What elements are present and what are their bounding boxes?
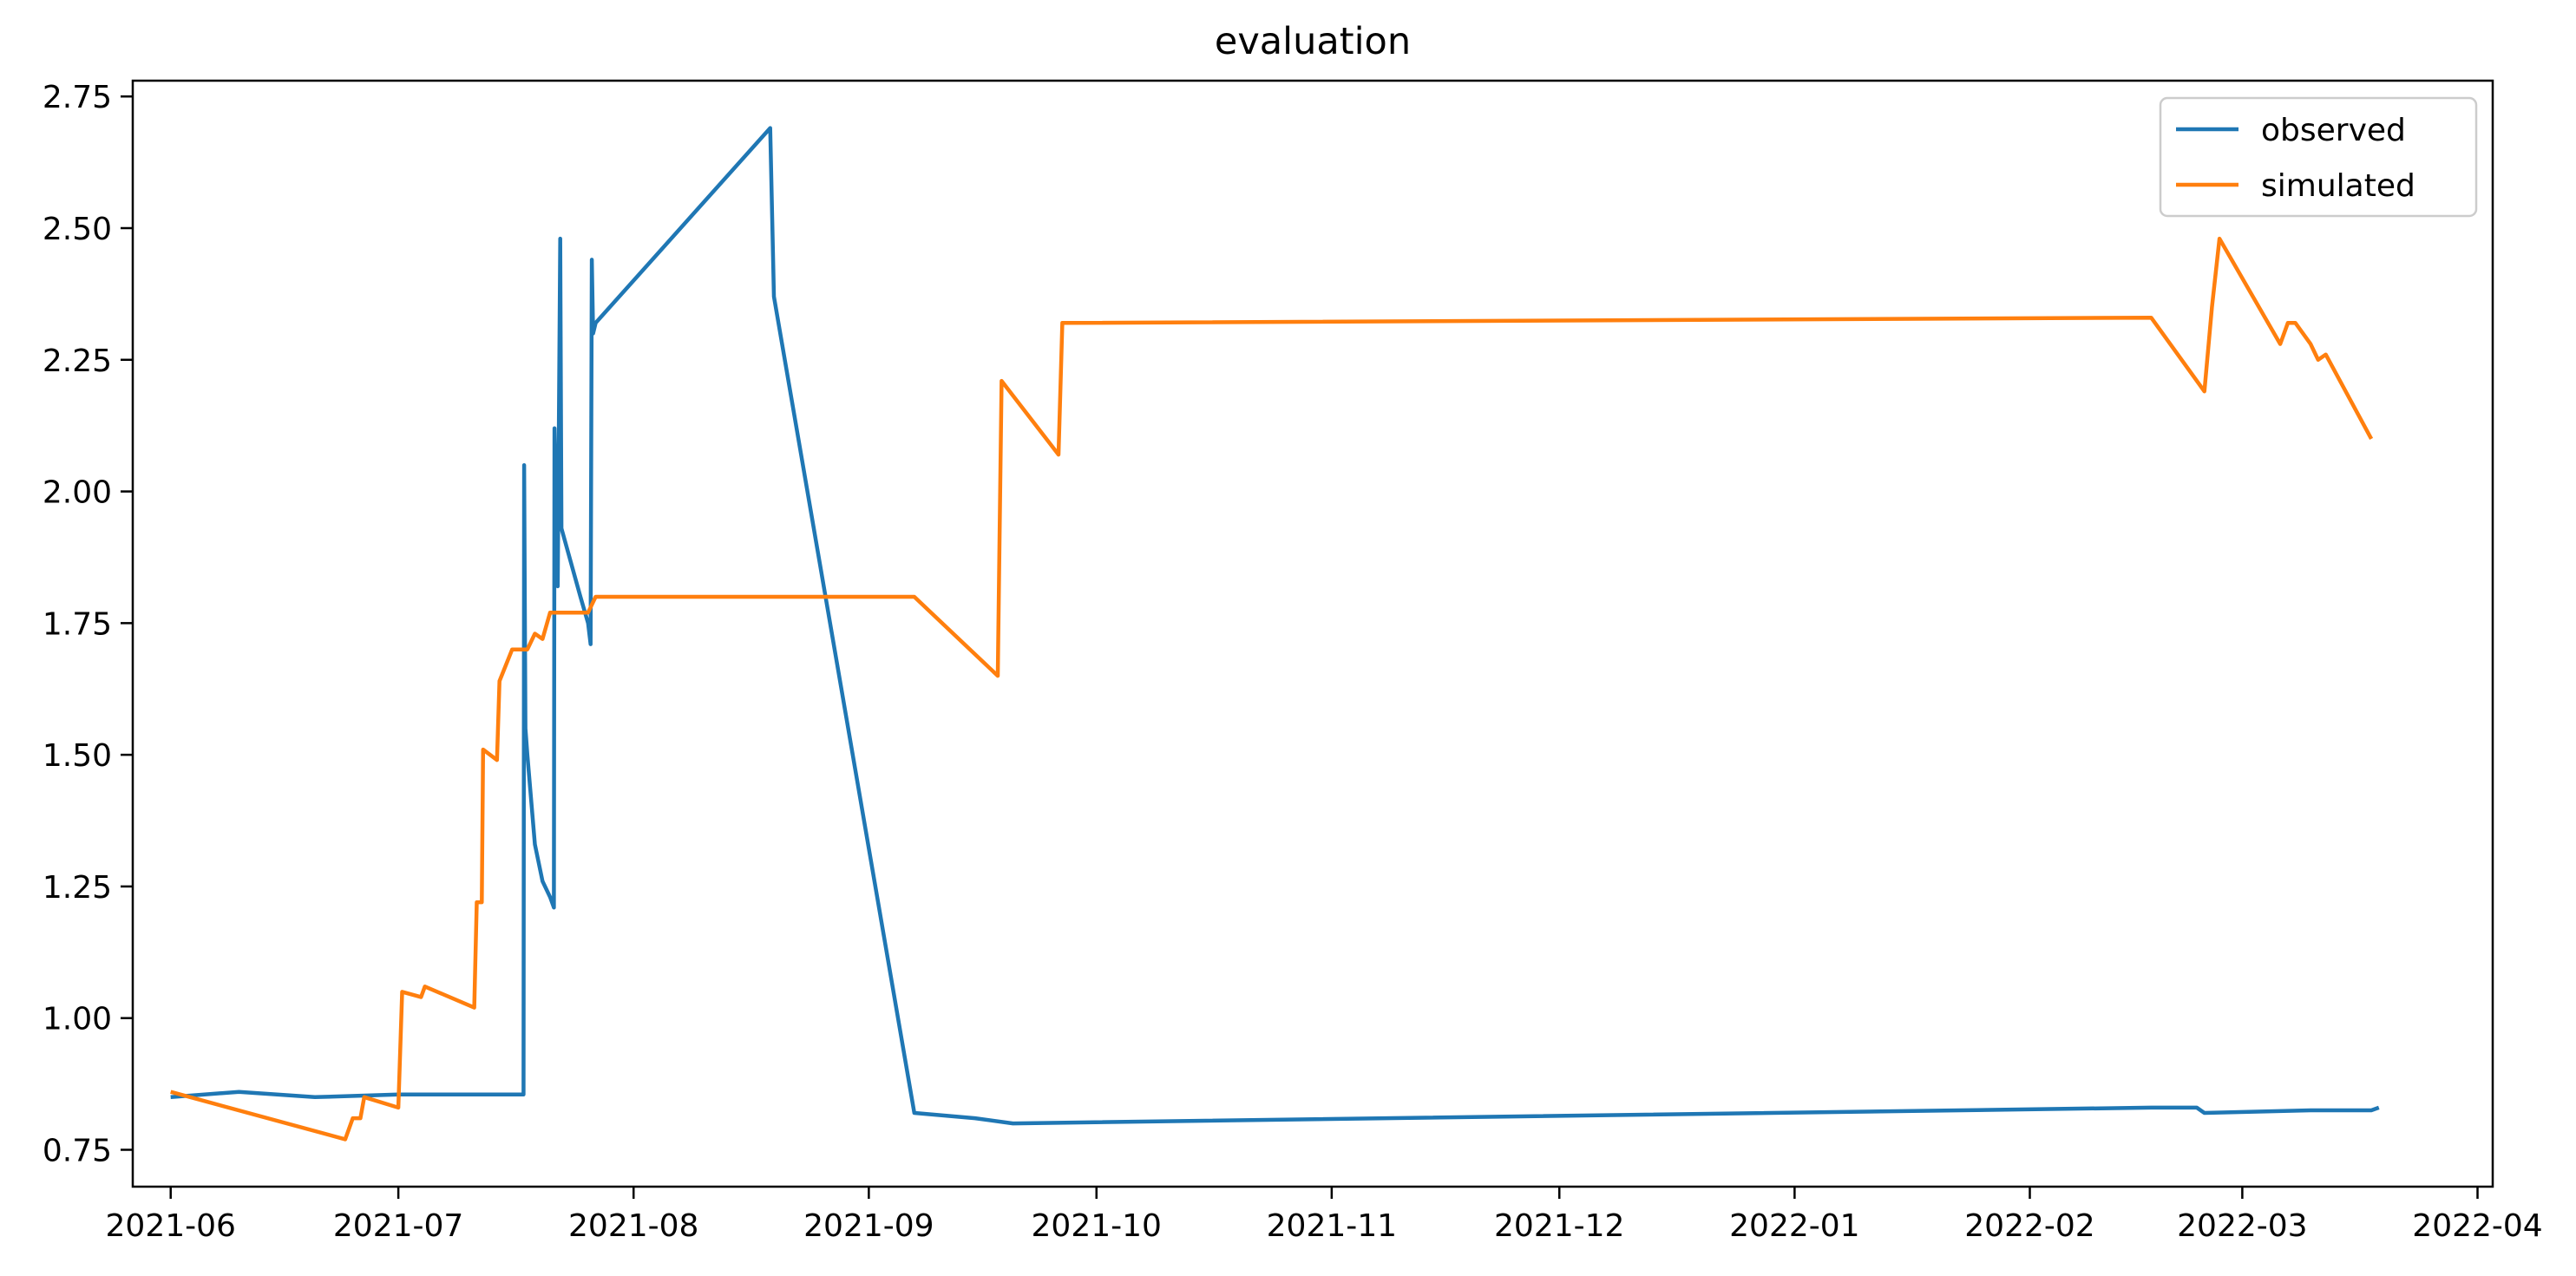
x-tick-label: 2021-12 — [1494, 1208, 1624, 1244]
y-tick-label: 2.25 — [43, 344, 112, 379]
x-tick-label: 2022-02 — [1964, 1208, 2094, 1244]
x-tick-label: 2021-08 — [568, 1208, 698, 1244]
y-tick-label: 1.50 — [43, 738, 112, 774]
series-line-observed — [170, 126, 2380, 1126]
y-axis: 0.75 1.00 1.25 1.50 1.75 2.00 2.25 2.50 2.75 — [43, 80, 133, 1169]
y-tick-label: 1.25 — [43, 870, 112, 906]
legend: observed simulated — [2159, 96, 2478, 218]
x-tick-label: 2021-10 — [1032, 1208, 1162, 1244]
x-tick-label: 2021-11 — [1267, 1208, 1397, 1244]
chart-title: evaluation — [1215, 20, 1411, 63]
y-tick-label: 1.00 — [43, 1002, 112, 1037]
y-tick-label: 0.75 — [43, 1134, 112, 1169]
plot-area-frame — [131, 79, 2494, 1188]
y-tick-label: 1.75 — [43, 606, 112, 642]
x-axis: 2021-06 2021-07 2021-08 2021-09 2021-10 2021-… — [106, 1187, 2543, 1244]
series-line-simulated — [170, 236, 2374, 1142]
y-tick-label: 2.50 — [43, 212, 112, 247]
series-layer — [170, 126, 2380, 1142]
x-tick-label: 2022-04 — [2412, 1208, 2542, 1244]
legend-box — [2159, 96, 2478, 218]
y-tick-label: 2.00 — [43, 475, 112, 511]
x-tick-label: 2022-03 — [2177, 1208, 2307, 1244]
y-tick-label: 2.75 — [43, 80, 112, 115]
legend-label-observed: observed — [2261, 113, 2406, 148]
x-tick-label: 2021-07 — [333, 1208, 463, 1244]
x-tick-label: 2021-09 — [803, 1208, 934, 1244]
legend-label-simulated: simulated — [2261, 168, 2415, 204]
x-tick-label: 2021-06 — [106, 1208, 236, 1244]
x-tick-label: 2022-01 — [1729, 1208, 1859, 1244]
